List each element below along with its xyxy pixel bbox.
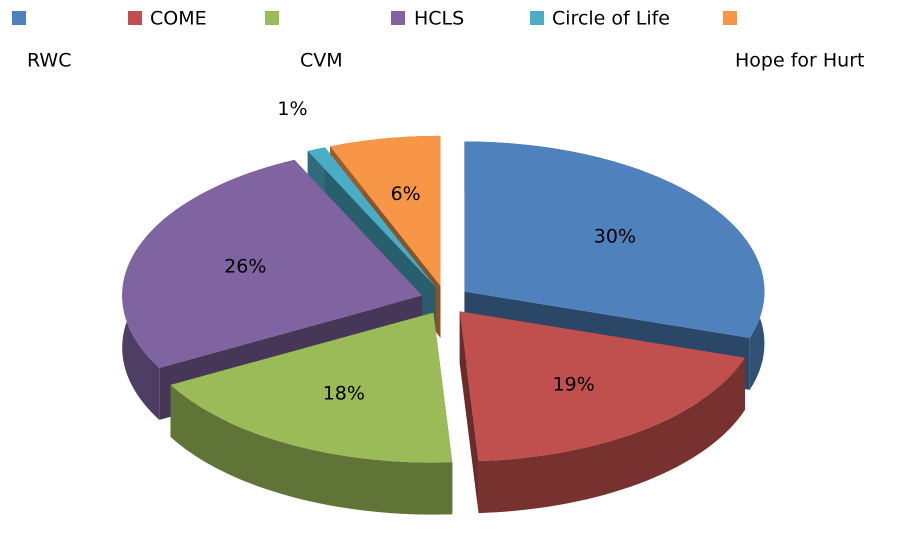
slice-side — [170, 384, 453, 515]
data-label: 30% — [594, 225, 636, 247]
legend-label: CVM — [300, 50, 343, 72]
legend-swatch — [391, 11, 405, 25]
legend-item: CVM — [265, 11, 343, 72]
slice-top — [459, 311, 746, 462]
legend-label: Hope for Hurt — [735, 50, 864, 72]
slice-side — [478, 357, 746, 514]
slice-top — [122, 159, 423, 368]
slice-top — [170, 312, 453, 463]
data-label: 6% — [391, 183, 421, 205]
data-label: 19% — [553, 373, 595, 395]
slice-top — [307, 147, 436, 287]
legend-item: Hope for Hurt — [723, 11, 864, 72]
legend-item: Circle of Life — [530, 8, 670, 30]
legend-label: RWC — [27, 50, 72, 72]
legend-label: HCLS — [414, 8, 464, 30]
legend-label: Circle of Life — [552, 8, 670, 30]
legend-swatch — [265, 11, 279, 25]
data-label: 26% — [224, 255, 266, 277]
legend-swatch — [530, 11, 544, 25]
slice-wall — [459, 311, 479, 514]
slice-top — [464, 141, 765, 338]
legend-item: RWC — [12, 11, 72, 72]
legend-label: COME — [150, 8, 207, 30]
pie-slice — [170, 312, 453, 515]
legend-swatch — [12, 11, 26, 25]
legend-swatch — [128, 11, 142, 25]
data-label: 18% — [323, 383, 365, 405]
legend-item: COME — [128, 8, 207, 30]
pie-slice — [459, 311, 746, 514]
data-label: 1% — [277, 98, 307, 120]
legend-item: HCLS — [391, 8, 464, 30]
slice-top — [330, 135, 441, 286]
legend-swatch — [723, 11, 737, 25]
